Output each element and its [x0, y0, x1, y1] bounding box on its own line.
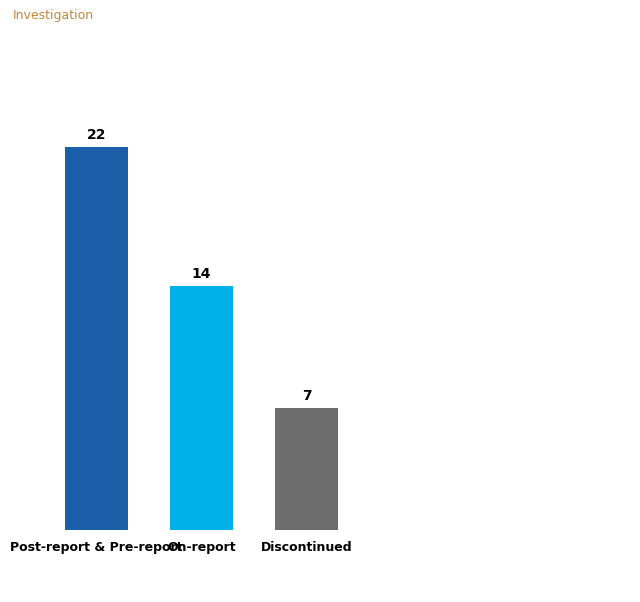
Bar — [275, 408, 339, 530]
Text: 14: 14 — [192, 267, 211, 281]
Bar — [170, 287, 233, 530]
Bar — [65, 147, 128, 530]
Text: Investigation: Investigation — [13, 9, 94, 22]
Text: 22: 22 — [86, 128, 106, 142]
Text: 7: 7 — [302, 389, 312, 403]
